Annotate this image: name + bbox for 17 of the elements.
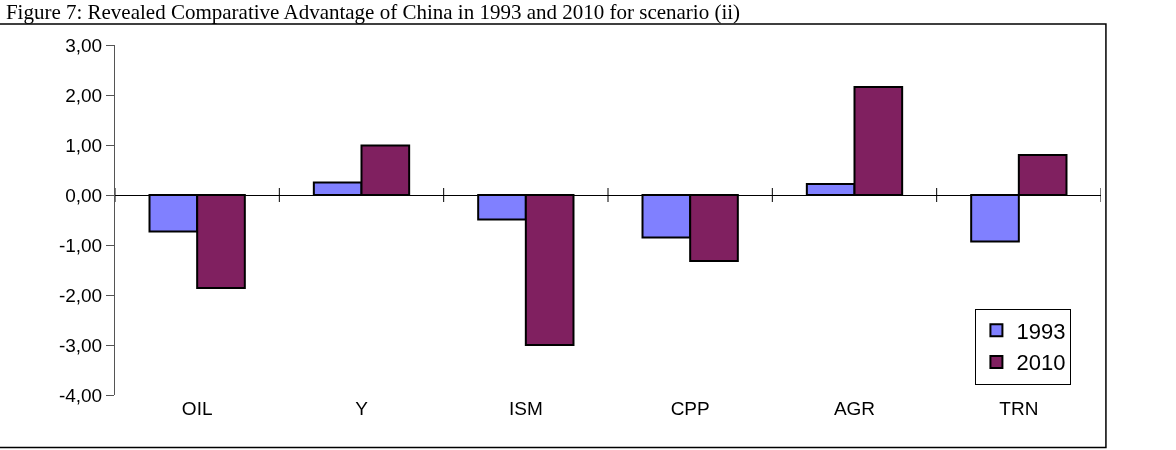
x-tick-label: Y: [355, 398, 369, 419]
y-tick-label: -1,00: [58, 234, 103, 256]
x-tick-label: ISM: [508, 398, 543, 419]
y-tick-label: -4,00: [58, 384, 103, 406]
y-tick-label: 2,00: [65, 84, 103, 106]
legend-label: 2010: [1016, 350, 1066, 376]
x-tick-label: TRN: [999, 398, 1039, 419]
y-tick-label: 0,00: [65, 184, 103, 206]
y-tick-label: -3,00: [58, 334, 103, 356]
y-tick-label: -2,00: [58, 284, 103, 306]
x-tick-label: AGR: [833, 398, 876, 419]
legend-label: 1993: [1016, 318, 1066, 344]
chart-title: Figure 7: Revealed Comparative Advantage of China in 1993 and 2010 for scenario (ii): [5, 0, 741, 25]
y-tick-label: 3,00: [65, 34, 103, 56]
x-tick-label: CPP: [670, 398, 710, 419]
x-tick-label: OIL: [181, 398, 213, 419]
y-tick-label: 1,00: [65, 134, 103, 156]
